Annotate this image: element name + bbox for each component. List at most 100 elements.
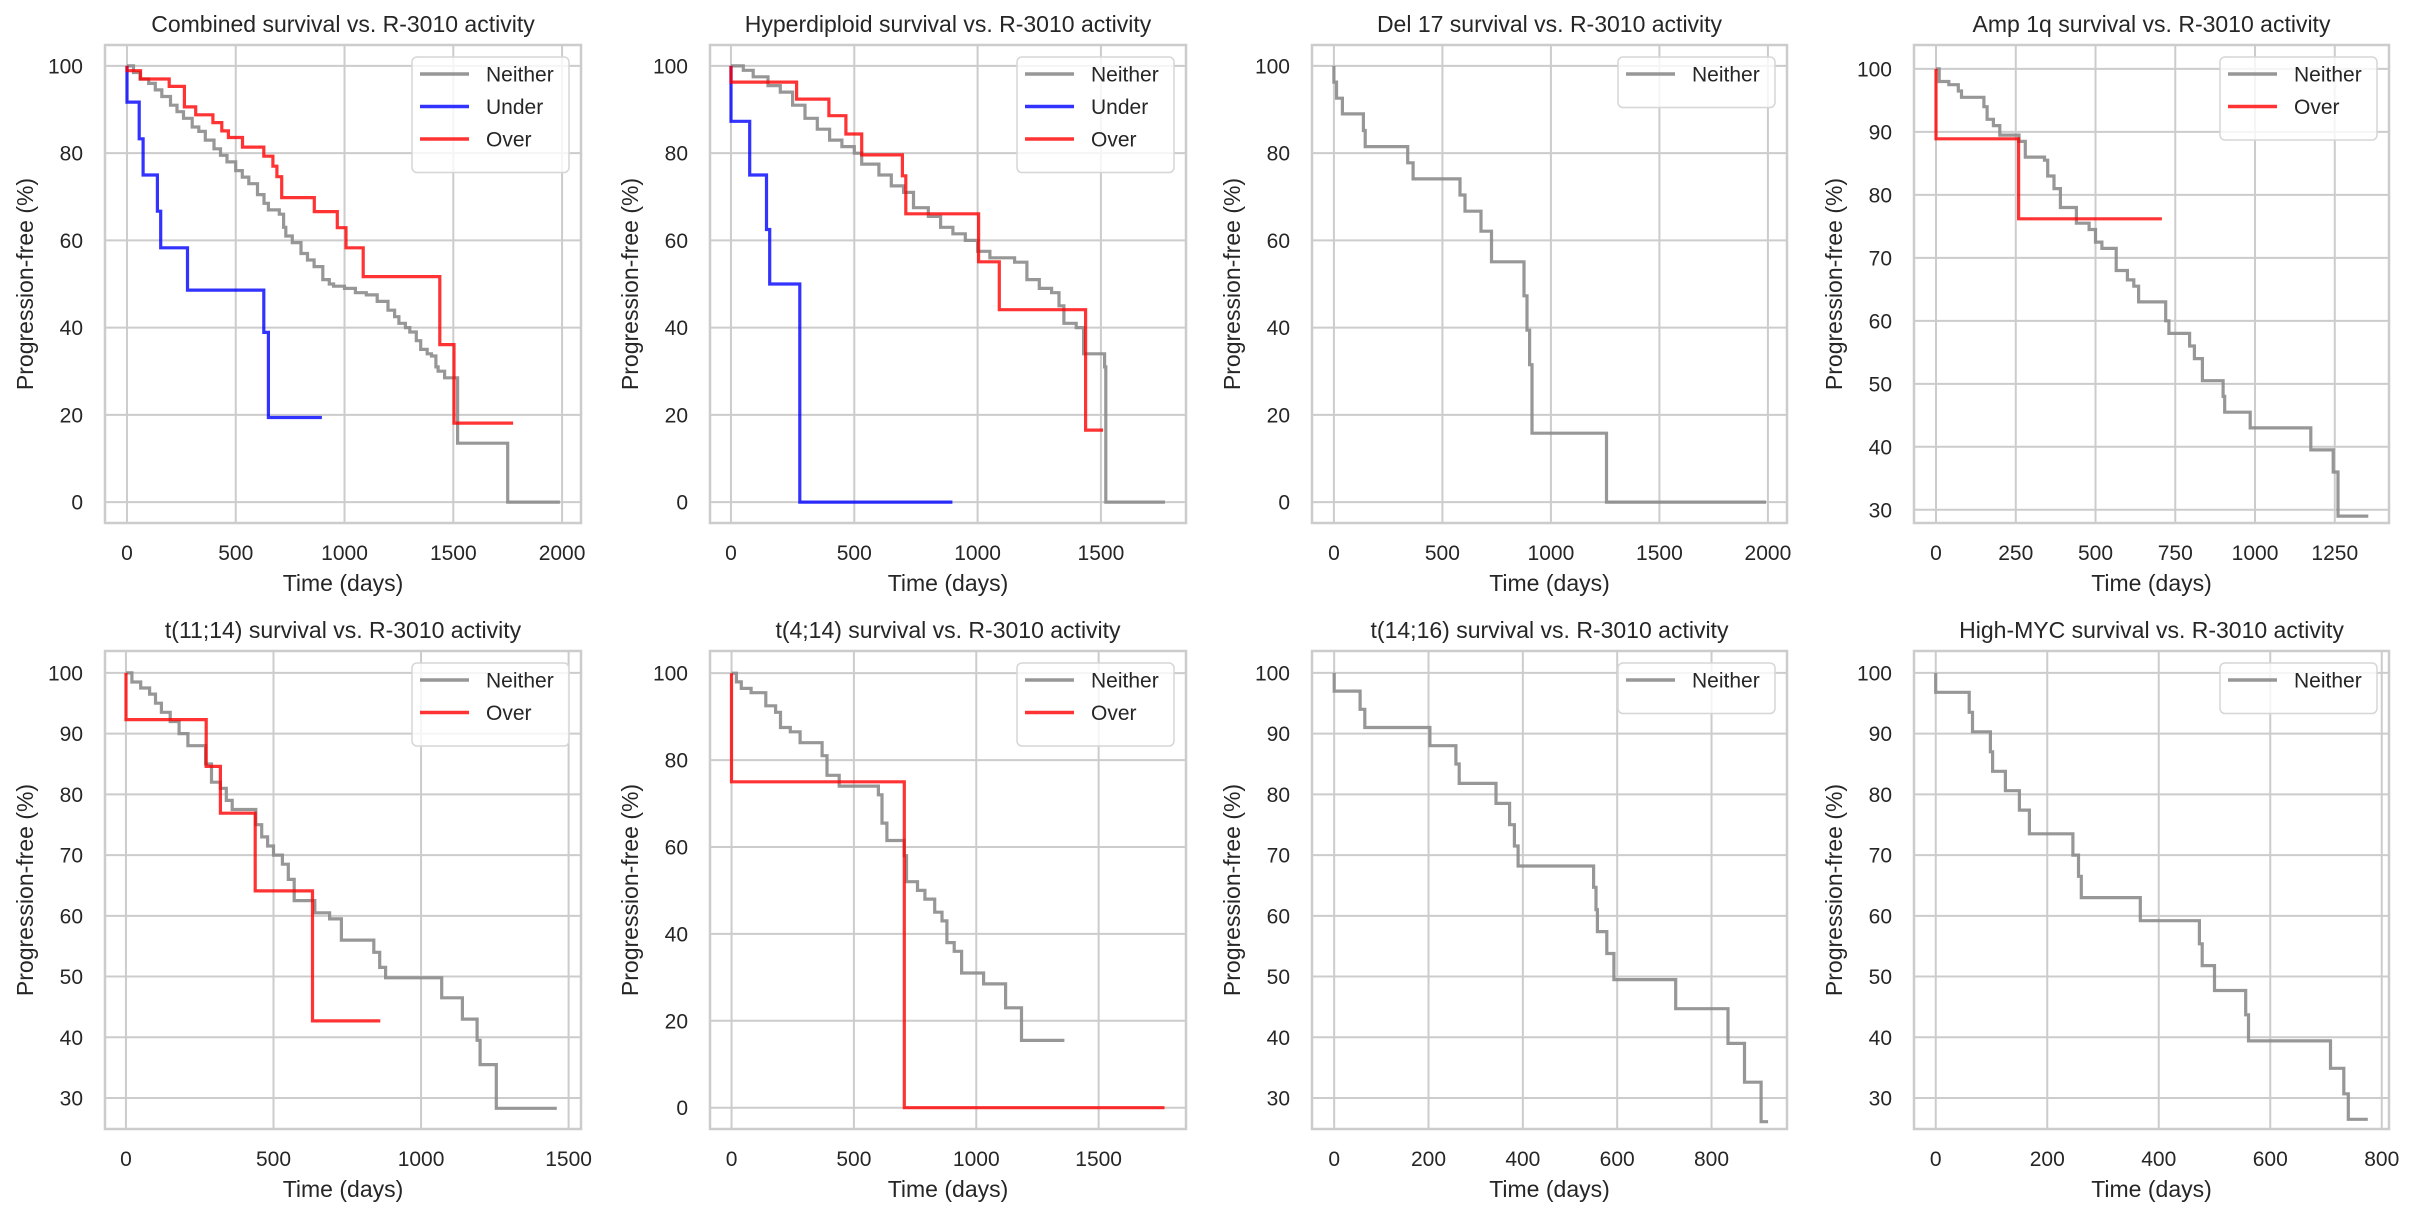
y-tick-label: 40 [60,317,83,340]
y-tick-label: 60 [1869,905,1892,928]
y-tick-label: 100 [48,55,83,78]
y-tick-label: 40 [1267,317,1290,340]
y-tick-label: 60 [1267,905,1290,928]
legend-box [1016,56,1175,174]
y-axis-label: Progression-free (%) [1219,178,1245,390]
y-tick-label: 50 [60,966,83,989]
x-tick-label: 1000 [953,1148,1000,1171]
y-tick-label: 50 [1869,966,1892,989]
y-tick-label: 90 [1869,723,1892,746]
chart-title: Amp 1q survival vs. R-3010 activity [1973,11,2331,37]
y-tick-label: 30 [60,1088,83,1111]
legend-box [2219,662,2378,715]
y-tick-label: 60 [60,905,83,928]
y-tick-label: 0 [676,492,688,515]
y-tick-label: 20 [665,1010,688,1033]
x-tick-label: 1500 [1075,1148,1122,1171]
x-tick-label: 0 [725,542,737,565]
y-tick-label: 70 [1869,845,1892,868]
y-tick-label: 80 [1869,184,1892,207]
legend-label-neither: Neither [2294,670,2362,693]
legend: Neither Over [2219,56,2378,141]
axes-frame [708,649,1188,1131]
x-tick-label: 2000 [1745,542,1792,565]
y-axis-label: Progression-free (%) [617,784,643,996]
y-tick-label: 0 [1278,492,1290,515]
y-tick-label: 100 [1857,662,1892,685]
legend: Neither [1617,56,1776,109]
x-axis-label: Time (days) [888,1176,1009,1202]
chart-title: t(11;14) survival vs. R-3010 activity [165,617,522,643]
legend-label-neither: Neither [486,64,554,87]
legend-label-over: Over [1091,129,1137,152]
y-axis-label: Progression-free (%) [617,178,643,390]
x-tick-label: 200 [2030,1148,2065,1171]
legend: Neither [2219,662,2378,715]
y-tick-label: 60 [665,230,688,253]
y-tick-label: 20 [665,404,688,427]
panel-5: 0 500 1000 1500 30 40 50 60 70 80 90 100 t(11;14) su… [12,617,592,1202]
y-tick-label: 100 [1255,55,1290,78]
chart-title: High-MYC survival vs. R-3010 activity [1959,617,2344,643]
km-curve-neither [1936,67,2369,518]
x-tick-label: 500 [836,1148,871,1171]
x-tick-label: 0 [1930,1148,1942,1171]
km-curve-neither [1934,672,2368,1121]
x-axis-label: Time (days) [1489,570,1610,596]
x-tick-label: 1000 [1528,542,1575,565]
legend-label-neither: Neither [1692,64,1760,87]
legend-label-neither: Neither [486,670,554,693]
legend-label-over: Over [2294,96,2340,119]
chart-title: Combined survival vs. R-3010 activity [151,11,535,37]
y-tick-label: 80 [1267,143,1290,166]
x-tick-label: 1500 [1636,542,1683,565]
y-tick-label: 80 [1869,784,1892,807]
y-tick-label: 20 [1267,404,1290,427]
panel-3: 0 500 1000 1500 2000 0 20 40 60 80 100 Del 17 survi… [1219,11,1791,596]
y-tick-label: 40 [1267,1027,1290,1050]
y-tick-label: 0 [676,1097,688,1120]
panel-8: 0 200 400 600 800 30 40 50 60 70 80 90 100 High-MYC s… [1821,617,2399,1202]
legend-box [1617,662,1776,715]
km-curve-over [729,673,1165,1110]
legend-label-neither: Neither [1091,670,1159,693]
y-tick-label: 30 [1267,1088,1290,1111]
y-axis-label: Progression-free (%) [12,178,38,390]
x-tick-label: 200 [1411,1148,1446,1171]
x-tick-label: 0 [1328,1148,1340,1171]
y-tick-label: 100 [1255,662,1290,685]
chart-title: t(14;16) survival vs. R-3010 activity [1371,617,1729,643]
legend: Neither Over [1016,662,1175,747]
panel-2: 0 500 1000 1500 0 20 40 60 80 100 Hyperdiploid sur… [617,11,1188,596]
y-tick-label: 30 [1869,499,1892,522]
x-tick-label: 1500 [545,1148,592,1171]
y-tick-label: 100 [653,663,688,686]
y-tick-label: 100 [1857,58,1892,81]
x-tick-label: 1250 [2311,542,2358,565]
legend-box [411,662,570,747]
km-curve-over [125,65,514,425]
y-tick-label: 0 [71,492,83,515]
x-tick-label: 1500 [1078,542,1125,565]
x-tick-label: 600 [1600,1148,1635,1171]
y-tick-label: 80 [1267,784,1290,807]
y-tick-label: 90 [1869,121,1892,144]
y-tick-label: 70 [60,845,83,868]
km-curve-over [124,672,381,1023]
legend: Neither Over [411,662,570,747]
legend-box [411,56,570,174]
axes-frame [1912,649,2391,1131]
chart-title: Del 17 survival vs. R-3010 activity [1377,11,1723,37]
y-tick-label: 90 [60,723,83,746]
y-tick-label: 60 [1869,310,1892,333]
x-axis-label: Time (days) [888,570,1009,596]
x-tick-label: 600 [2253,1148,2288,1171]
x-tick-label: 1000 [954,542,1001,565]
y-axis-label: Progression-free (%) [1821,178,1847,390]
y-tick-label: 20 [60,404,83,427]
x-tick-label: 1000 [2232,542,2279,565]
legend-label-neither: Neither [1091,64,1159,87]
x-tick-label: 0 [1328,542,1340,565]
legend-label-over: Over [1091,702,1137,725]
